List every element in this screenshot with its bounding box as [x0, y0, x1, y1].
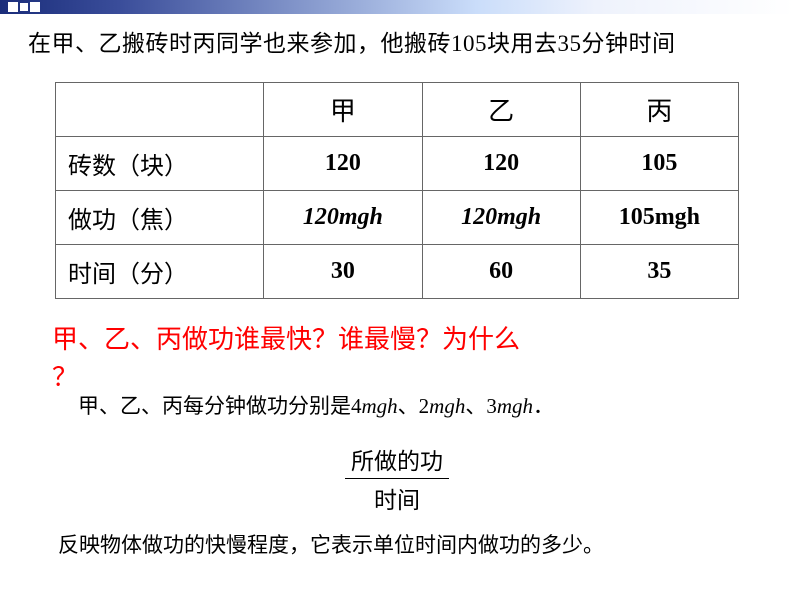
decor-square [20, 3, 28, 11]
answer-text: 甲、乙、丙每分钟做功分别是4mgh、2mgh、3mgh． [0, 390, 794, 420]
table-row: 时间（分） 30 60 35 [56, 245, 739, 299]
decor-square [8, 2, 18, 12]
fraction-denominator: 时间 [345, 479, 449, 515]
row-label: 时间（分） [56, 245, 264, 299]
table-row: 做功（焦） 120mgh 120mgh 105mgh [56, 191, 739, 245]
fraction-numerator: 所做的功 [345, 442, 449, 479]
table-cell: 120mgh [422, 191, 580, 245]
question-text: 甲、乙、丙做功谁最快？谁最慢？为什么 ？ [0, 299, 794, 396]
table-header-cell [56, 83, 264, 137]
table-cell: 35 [580, 245, 738, 299]
table-cell: 120 [264, 137, 422, 191]
table-header-cell: 甲 [264, 83, 422, 137]
table-cell: 60 [422, 245, 580, 299]
table-cell: 120 [422, 137, 580, 191]
table-row: 砖数（块） 120 120 105 [56, 137, 739, 191]
table-header-cell: 丙 [580, 83, 738, 137]
table-cell: 105 [580, 137, 738, 191]
intro-text: 在甲、乙搬砖时丙同学也来参加，他搬砖105块用去35分钟时间 [0, 14, 794, 58]
decor-square [30, 2, 40, 12]
row-label: 砖数（块） [56, 137, 264, 191]
row-label: 做功（焦） [56, 191, 264, 245]
fraction-expression: 所做的功 时间 [0, 442, 794, 515]
table-header-cell: 乙 [422, 83, 580, 137]
data-table: 甲 乙 丙 砖数（块） 120 120 105 做功（焦） 120mgh 120… [55, 82, 739, 299]
slide-header-gradient [0, 0, 794, 14]
table-cell: 120mgh [264, 191, 422, 245]
table-cell: 105mgh [580, 191, 738, 245]
table-header-row: 甲 乙 丙 [56, 83, 739, 137]
header-decor-squares [8, 2, 40, 12]
table-cell: 30 [264, 245, 422, 299]
conclusion-text: 反映物体做功的快慢程度，它表示单位时间内做功的多少。 [0, 515, 794, 559]
